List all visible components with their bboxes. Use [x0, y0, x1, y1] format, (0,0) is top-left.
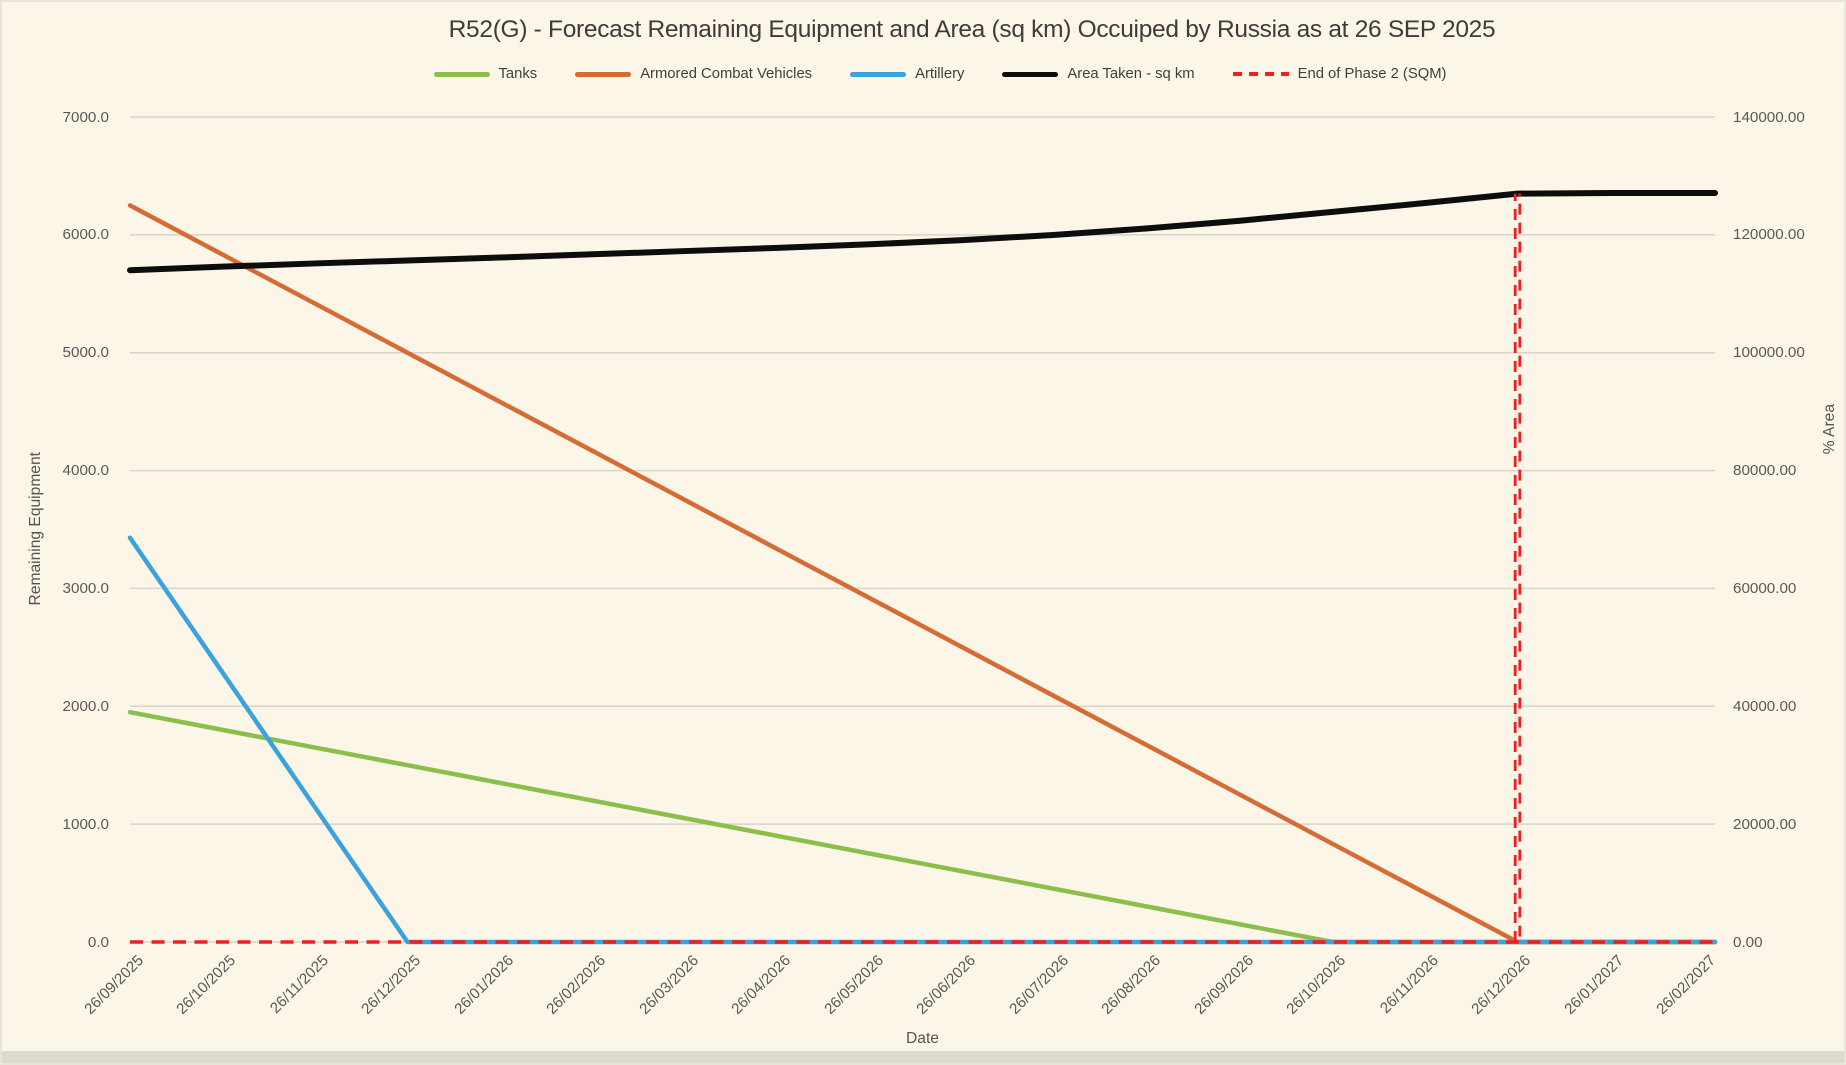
legend-label: End of Phase 2 (SQM) [1297, 66, 1447, 82]
legend-item-artillery[interactable]: Artillery [850, 66, 964, 82]
right-axis-tick-label: 60000.00 [1733, 579, 1797, 597]
legend-line-swatch [850, 71, 907, 77]
legend-label: Artillery [915, 66, 965, 82]
right-axis-tick-label: 40000.00 [1733, 697, 1797, 715]
left-axis-tick-label: 3000.0 [62, 579, 109, 597]
series-line-area-taken-sq-km [127, 190, 1718, 274]
right-axis-tick-label: 0.00 [1733, 933, 1763, 951]
left-axis-tick-label: 7000.0 [62, 108, 109, 126]
legend-label: Area Taken - sq km [1067, 66, 1195, 82]
legend: Tanks Armored Combat Vehicles Artillery Are… [130, 60, 1750, 88]
right-axis-tick-label: 20000.00 [1733, 815, 1797, 833]
right-axis-tick-label: 120000.00 [1733, 226, 1805, 244]
legend-label: Armored Combat Vehicles [640, 66, 813, 82]
left-axis-tick-label: 0.0 [87, 933, 109, 951]
legend-item-armored-combat-vehicles[interactable]: Armored Combat Vehicles [575, 66, 812, 82]
window-edge [2, 1051, 1844, 1063]
left-axis-tick-label: 1000.0 [62, 815, 109, 833]
legend-dashed-line-swatch [1232, 72, 1289, 76]
legend-item-area-taken-sq-km[interactable]: Area Taken - sq km [1002, 66, 1195, 82]
right-axis-tick-label: 100000.00 [1733, 344, 1805, 362]
left-axis-tick-label: 6000.0 [62, 226, 109, 244]
right-axis-tick-label: 140000.00 [1733, 108, 1805, 126]
legend-item-tanks[interactable]: Tanks [433, 66, 538, 82]
series-line-tanks [127, 709, 1718, 945]
left-axis-tick-label: 2000.0 [62, 697, 109, 715]
right-axis-title: % Area [1821, 404, 1838, 455]
legend-item-end-of-phase-2-sqm-[interactable]: End of Phase 2 (SQM) [1232, 66, 1447, 82]
left-axis-title: Remaining Equipment [27, 452, 44, 606]
left-axis-tick-label: 4000.0 [62, 462, 109, 480]
right-axis-tick-label: 80000.00 [1733, 462, 1797, 480]
legend-label: Tanks [498, 66, 538, 82]
legend-line-swatch [575, 71, 632, 77]
series-line-artillery [127, 535, 1718, 945]
chart-title: R52(G) - Forecast Remaining Equipment an… [448, 16, 1496, 43]
legend-line-swatch [1002, 71, 1059, 77]
left-axis-tick-label: 5000.0 [62, 344, 109, 362]
series-line-armored-combat-vehicles [127, 203, 1718, 945]
x-axis-title: Date [906, 1030, 939, 1047]
legend-line-swatch [433, 71, 490, 77]
